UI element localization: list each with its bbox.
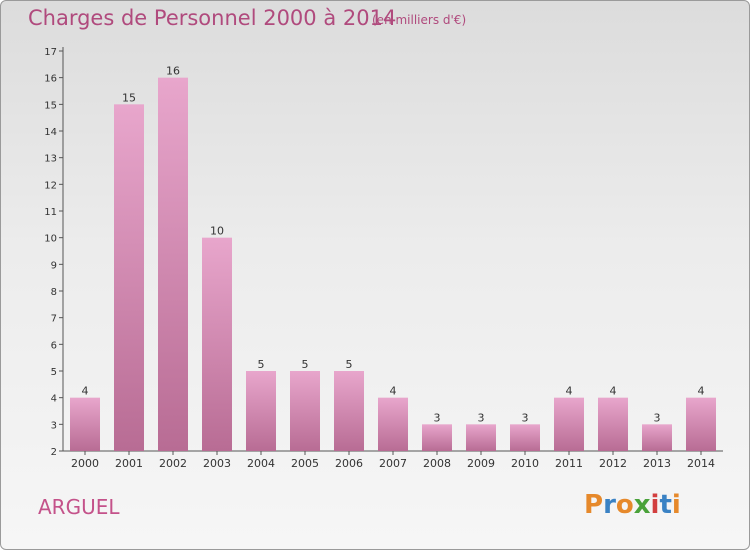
bar-2012 xyxy=(598,397,628,451)
chart-title: Charges de Personnel 2000 à 2014 xyxy=(28,6,397,30)
y-tick-label: 12 xyxy=(44,180,57,191)
data-label: 16 xyxy=(166,65,180,78)
bar-2002 xyxy=(158,77,188,452)
x-tick-label: 2000 xyxy=(71,457,99,470)
y-tick-label: 14 xyxy=(44,127,57,138)
bar-2014 xyxy=(686,397,716,451)
data-label: 4 xyxy=(610,385,617,398)
x-tick-label: 2011 xyxy=(555,457,583,470)
y-tick-label: 11 xyxy=(44,207,57,218)
chart-axes: 2 3 4 5 6 7 8 9 10 11 12 13 14 15 16 17 xyxy=(44,47,723,458)
bar-2000 xyxy=(70,397,100,451)
y-tick-label: 7 xyxy=(51,314,57,325)
bar-2010 xyxy=(510,424,540,451)
logo-letter: i xyxy=(671,490,681,520)
data-label: 5 xyxy=(346,358,353,371)
location-name: ARGUEL xyxy=(38,495,120,519)
logo-letter: x xyxy=(633,490,651,520)
data-label: 3 xyxy=(522,411,529,424)
y-tick-label: 5 xyxy=(51,367,57,378)
chart-labels: 2000 4 2001 15 2002 16 2003 10 2004 5 2005 5 2006 5 20… xyxy=(71,65,715,470)
data-label: 5 xyxy=(302,358,309,371)
x-tick-label: 2013 xyxy=(643,457,671,470)
logo-letter: t xyxy=(659,490,672,520)
x-tick-label: 2006 xyxy=(335,457,363,470)
x-tick-label: 2014 xyxy=(687,457,715,470)
data-label: 15 xyxy=(122,91,136,104)
y-tick-label: 17 xyxy=(44,47,57,58)
data-label: 5 xyxy=(258,358,265,371)
data-label: 3 xyxy=(434,411,441,424)
x-tick-label: 2003 xyxy=(203,457,231,470)
x-tick-label: 2008 xyxy=(423,457,451,470)
x-tick-label: 2012 xyxy=(599,457,627,470)
bar-2008 xyxy=(422,424,452,451)
chart-subtitle: (en milliers d'€) xyxy=(372,13,467,27)
proxiti-logo[interactable]: Proxiti xyxy=(584,490,681,520)
x-tick-label: 2002 xyxy=(159,457,187,470)
data-label: 4 xyxy=(566,385,573,398)
x-tick-label: 2004 xyxy=(247,457,275,470)
x-tick-label: 2005 xyxy=(291,457,319,470)
logo-letter: P xyxy=(584,490,604,520)
x-tick-label: 2010 xyxy=(511,457,539,470)
data-label: 10 xyxy=(210,225,224,238)
logo-letter: i xyxy=(650,490,660,520)
bar-2003 xyxy=(202,237,232,451)
y-tick-label: 16 xyxy=(44,74,57,85)
logo-letter: o xyxy=(615,490,634,520)
bar-2009 xyxy=(466,424,496,451)
bar-2001 xyxy=(114,104,144,451)
y-tick-label: 2 xyxy=(51,447,57,458)
bar-2005 xyxy=(290,371,320,451)
bar-2013 xyxy=(642,424,672,451)
data-label: 4 xyxy=(698,385,705,398)
y-tick-label: 4 xyxy=(51,394,57,405)
y-tick-label: 6 xyxy=(51,340,57,351)
y-tick-label: 3 xyxy=(51,420,57,431)
data-label: 4 xyxy=(82,385,89,398)
data-label: 3 xyxy=(654,411,661,424)
y-tick-label: 9 xyxy=(51,260,57,271)
logo-letter: r xyxy=(603,490,616,520)
x-tick-label: 2009 xyxy=(467,457,495,470)
y-tick-label: 8 xyxy=(51,287,57,298)
data-label: 3 xyxy=(478,411,485,424)
data-label: 4 xyxy=(390,385,397,398)
chart-bars xyxy=(70,77,716,452)
bar-2006 xyxy=(334,371,364,451)
bar-2007 xyxy=(378,397,408,451)
x-tick-label: 2001 xyxy=(115,457,143,470)
bar-2011 xyxy=(554,397,584,451)
bar-2004 xyxy=(246,371,276,451)
y-tick-label: 10 xyxy=(44,234,57,245)
x-tick-label: 2007 xyxy=(379,457,407,470)
y-tick-label: 13 xyxy=(44,154,57,165)
y-tick-label: 15 xyxy=(44,100,57,111)
